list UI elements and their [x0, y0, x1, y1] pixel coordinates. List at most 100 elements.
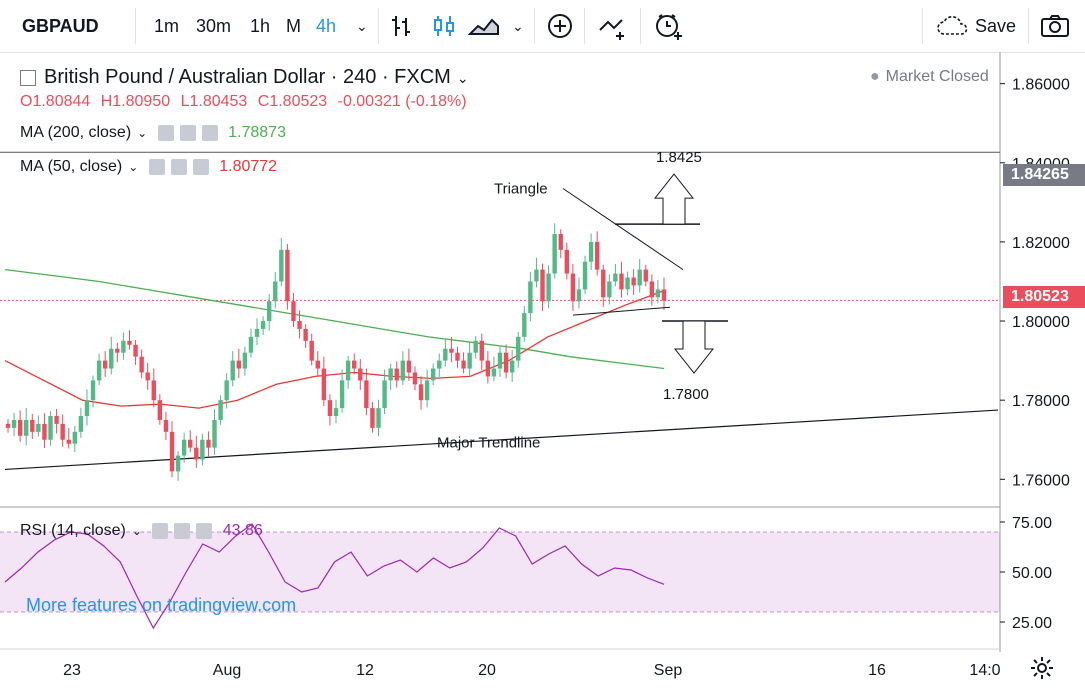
candle-body: [248, 336, 254, 353]
candle-body: [96, 360, 102, 381]
candle: [218, 395, 223, 425]
candle: [303, 324, 308, 348]
collapse-icon[interactable]: [20, 69, 36, 86]
candle: [212, 409, 217, 455]
candle-body: [102, 360, 108, 369]
candle-body: [625, 277, 630, 290]
settings-icon[interactable]: [174, 522, 191, 539]
interval-1m-button[interactable]: 1m: [154, 16, 180, 36]
ma200-legend[interactable]: MA (200, close) ⌄ 1.78873: [20, 124, 292, 142]
market-status-text: Market Closed: [885, 68, 989, 85]
candle: [394, 361, 399, 388]
interval-m-button[interactable]: M: [286, 16, 301, 36]
candle-body: [78, 416, 84, 432]
candle: [151, 368, 156, 408]
symbol-search-button[interactable]: GBPAUD: [22, 16, 99, 36]
candle: [406, 348, 412, 381]
candle-body: [619, 273, 624, 290]
remove-icon[interactable]: [201, 124, 218, 141]
ma200-chevron-icon[interactable]: ⌄: [137, 126, 148, 140]
time-tick-label: 23: [63, 662, 81, 679]
candle-body: [175, 455, 181, 472]
candle: [260, 316, 266, 335]
candle-body: [594, 241, 600, 270]
ma50-value: 1.80772: [219, 158, 278, 175]
candle-body: [437, 360, 442, 369]
interval-30m-button[interactable]: 30m: [196, 16, 232, 36]
alert-clock-icon[interactable]: [654, 12, 686, 42]
chart-canvas[interactable]: Major Trendline Triangle 1.8425 1.7800 75…: [0, 52, 1085, 689]
bar-style-icon[interactable]: [390, 14, 414, 38]
candle-body: [230, 360, 235, 381]
candle-body: [84, 400, 90, 416]
candle: [157, 394, 163, 425]
candle: [24, 408, 29, 446]
chart-type-chevron-down-icon[interactable]: ⌄: [512, 18, 524, 34]
symbol-title[interactable]: British Pound / Australian Dollar · 240 …: [20, 66, 475, 89]
candle: [655, 279, 661, 304]
settings-icon[interactable]: [170, 158, 187, 175]
visibility-icon[interactable]: [157, 124, 174, 141]
ohlc-values: O1.80844 H1.80950 L1.80453 C1.80523 -0.0…: [20, 93, 473, 111]
save-button[interactable]: Save: [975, 16, 1017, 36]
candle-body: [637, 269, 642, 286]
visibility-icon[interactable]: [148, 158, 165, 175]
candle-body: [279, 249, 284, 282]
candle: [84, 389, 90, 426]
interval-1h-button[interactable]: 1h: [250, 16, 271, 36]
target-arrows: 1.8425 1.7800: [615, 149, 728, 403]
triangle-label: Triangle: [494, 181, 548, 198]
candle: [194, 435, 199, 468]
candle-body: [406, 360, 412, 373]
candle: [248, 328, 254, 358]
candles-style-icon[interactable]: [432, 14, 456, 38]
candle: [522, 306, 527, 342]
candle: [242, 346, 248, 376]
toolbar-divider: [922, 8, 923, 44]
remove-icon[interactable]: [192, 158, 209, 175]
rsi-label: RSI (14, close): [20, 522, 126, 539]
watermark[interactable]: More features on tradingview.com: [26, 595, 297, 615]
settings-icon[interactable]: [179, 124, 196, 141]
candle: [139, 349, 144, 379]
rsi-chevron-icon[interactable]: ⌄: [131, 524, 142, 538]
candle-body: [291, 301, 296, 322]
interval-chevron-down-icon[interactable]: ⌄: [356, 18, 368, 34]
candle: [266, 294, 272, 331]
compare-symbol-icon[interactable]: [598, 14, 630, 42]
last-price-tag: 1.80523: [1003, 286, 1085, 308]
toolbar-divider: [640, 8, 641, 44]
settings-gear-icon[interactable]: [1030, 656, 1054, 680]
candle-body: [266, 301, 272, 322]
candle: [382, 369, 387, 415]
major-trendline: Major Trendline: [4, 409, 999, 471]
ma50-legend[interactable]: MA (50, close) ⌄ 1.80772: [20, 158, 283, 176]
candle-body: [109, 348, 114, 369]
visibility-icon[interactable]: [152, 522, 169, 539]
candle: [60, 414, 65, 447]
candle-body: [327, 400, 333, 416]
candle: [11, 412, 17, 437]
candle-body: [163, 419, 169, 432]
candle: [333, 399, 339, 424]
symbol-chevron-down-icon[interactable]: ⌄: [456, 70, 469, 86]
cloud-icon[interactable]: [936, 16, 972, 38]
candle: [564, 242, 570, 280]
candle-body: [443, 348, 448, 361]
candle-body: [364, 380, 369, 409]
area-style-icon[interactable]: [468, 14, 500, 38]
candle: [30, 414, 35, 439]
rsi-legend[interactable]: RSI (14, close) ⌄ 43.86: [20, 522, 269, 540]
arrow-up-icon: [653, 173, 695, 225]
candle: [102, 351, 108, 377]
add-indicator-icon[interactable]: [547, 13, 573, 39]
candle-body: [552, 234, 557, 274]
candle: [279, 237, 284, 287]
time-tick-label: 12: [356, 662, 374, 679]
interval-4h-button[interactable]: 4h: [316, 16, 337, 36]
candle-body: [601, 269, 606, 298]
candle: [358, 359, 363, 390]
ma50-chevron-icon[interactable]: ⌄: [128, 160, 139, 174]
remove-icon[interactable]: [196, 522, 213, 539]
camera-icon[interactable]: [1040, 14, 1070, 38]
